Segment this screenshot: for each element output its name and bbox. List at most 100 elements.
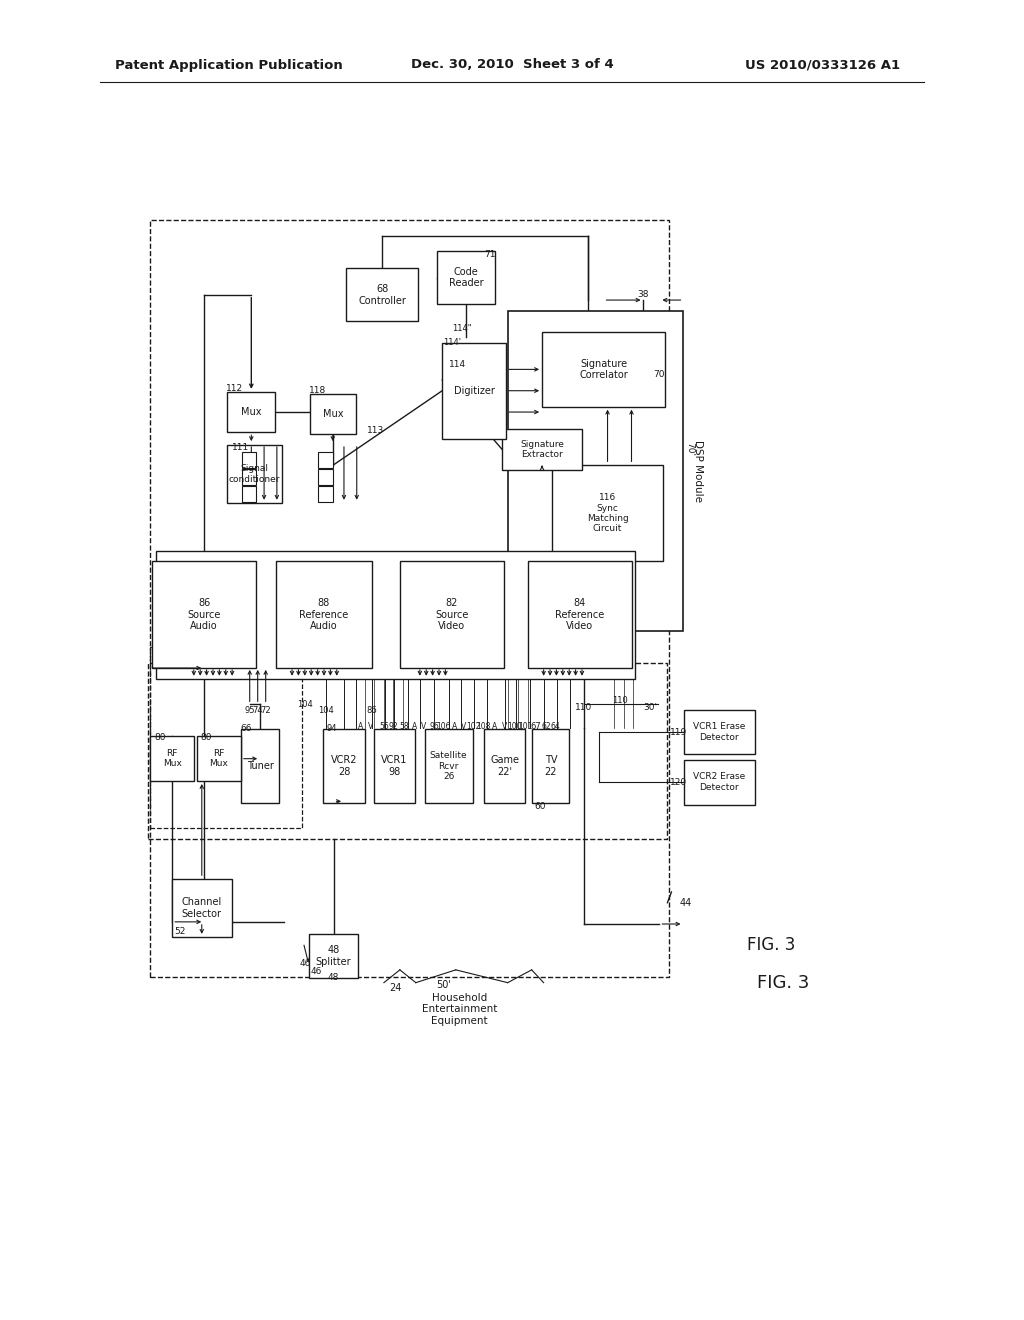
Text: 71: 71	[484, 249, 496, 259]
Text: Digitizer: Digitizer	[454, 385, 495, 396]
Text: A: A	[492, 722, 497, 731]
Bar	[532, 729, 569, 804]
Text: RF
Mux: RF Mux	[163, 748, 181, 768]
Text: V: V	[461, 722, 466, 731]
Bar	[324, 729, 365, 804]
Text: Signature
Extractor: Signature Extractor	[520, 440, 564, 459]
Text: VCR1 Erase
Detector: VCR1 Erase Detector	[693, 722, 745, 742]
Bar	[276, 561, 372, 668]
Bar	[197, 737, 241, 781]
Text: 60: 60	[535, 803, 546, 812]
Bar	[684, 760, 755, 805]
Text: 112: 112	[226, 384, 243, 393]
Bar	[309, 933, 358, 978]
Text: 106: 106	[436, 722, 451, 731]
Text: 108: 108	[476, 722, 490, 731]
Bar	[508, 310, 683, 631]
Text: Game
22': Game 22'	[490, 755, 519, 777]
Text: 118: 118	[309, 387, 327, 395]
Text: 70: 70	[653, 370, 666, 379]
Text: Signature
Correlator: Signature Correlator	[580, 359, 628, 380]
Bar	[483, 729, 525, 804]
Text: 116
Sync
Matching
Circuit: 116 Sync Matching Circuit	[587, 494, 629, 533]
Text: 48: 48	[328, 973, 339, 982]
Bar	[527, 561, 632, 668]
Text: 100: 100	[507, 722, 521, 731]
Text: 50': 50'	[436, 979, 452, 990]
Text: A: A	[358, 722, 364, 731]
Text: 24: 24	[390, 983, 402, 993]
Text: 101: 101	[518, 722, 532, 731]
Text: 66: 66	[241, 725, 252, 734]
Text: A: A	[412, 722, 417, 731]
Text: Signal
conditioner: Signal conditioner	[228, 465, 281, 483]
Text: Mux: Mux	[241, 407, 261, 417]
Text: V: V	[421, 722, 426, 731]
Bar	[542, 333, 666, 407]
Text: 92: 92	[389, 722, 398, 731]
Text: 48
Splitter: 48 Splitter	[315, 945, 351, 966]
Text: RF
Mux: RF Mux	[209, 748, 228, 768]
Bar	[242, 469, 256, 486]
Bar	[684, 710, 755, 755]
Text: 102: 102	[466, 722, 480, 731]
Text: 86
Source
Audio: 86 Source Audio	[187, 598, 221, 631]
Bar	[400, 561, 504, 668]
Text: 84
Reference
Video: 84 Reference Video	[555, 598, 604, 631]
Bar	[151, 737, 195, 781]
Bar	[318, 451, 333, 469]
Text: 111: 111	[231, 442, 249, 451]
Bar	[242, 486, 256, 502]
Text: 119: 119	[670, 727, 687, 737]
Text: 30': 30'	[643, 704, 656, 711]
Text: 64: 64	[551, 722, 560, 731]
Text: 114': 114'	[442, 338, 461, 347]
Text: Satellite
Rcvr
26: Satellite Rcvr 26	[430, 751, 467, 781]
Text: 80: 80	[155, 733, 166, 742]
Bar	[148, 663, 668, 838]
Bar	[172, 879, 231, 937]
Text: FIG. 3: FIG. 3	[748, 936, 796, 954]
Text: V: V	[502, 722, 507, 731]
Bar	[552, 466, 664, 561]
Text: 88
Reference
Audio: 88 Reference Audio	[299, 598, 348, 631]
Text: DSP Module: DSP Module	[693, 440, 702, 502]
Bar	[153, 561, 256, 668]
Text: 82
Source
Video: 82 Source Video	[435, 598, 468, 631]
Text: 96: 96	[429, 722, 439, 731]
Text: 58: 58	[399, 722, 409, 731]
Text: 104: 104	[297, 700, 312, 709]
Text: Code
Reader: Code Reader	[449, 267, 483, 289]
Bar	[150, 220, 669, 977]
Text: 74: 74	[252, 706, 263, 715]
Text: 52: 52	[174, 927, 186, 936]
Text: 70': 70'	[685, 442, 694, 457]
Bar	[318, 486, 333, 502]
Bar	[227, 392, 275, 433]
Text: Tuner: Tuner	[247, 762, 273, 771]
Text: 62: 62	[542, 722, 551, 731]
Text: 113: 113	[368, 425, 385, 434]
Bar	[157, 550, 636, 678]
Text: Mux: Mux	[323, 409, 343, 420]
Text: TV
22: TV 22	[545, 755, 557, 777]
Text: 95: 95	[245, 706, 255, 715]
Text: 80: 80	[200, 733, 212, 742]
Bar	[241, 729, 280, 804]
Text: 46: 46	[310, 968, 322, 977]
Bar	[425, 729, 472, 804]
Text: Household
Entertainment
Equipment: Household Entertainment Equipment	[422, 993, 498, 1026]
Bar	[309, 393, 356, 434]
Text: V: V	[368, 722, 373, 731]
Bar	[150, 647, 302, 828]
Bar	[442, 343, 506, 438]
Bar	[318, 469, 333, 486]
Text: VCR1
98: VCR1 98	[381, 755, 408, 777]
Text: 38: 38	[638, 290, 649, 300]
Text: 44: 44	[680, 898, 692, 908]
Text: 68
Controller: 68 Controller	[358, 284, 407, 305]
Text: VCR2
28: VCR2 28	[331, 755, 357, 777]
Text: 86: 86	[367, 706, 377, 715]
Text: Channel
Selector: Channel Selector	[181, 898, 222, 919]
Bar	[374, 729, 415, 804]
